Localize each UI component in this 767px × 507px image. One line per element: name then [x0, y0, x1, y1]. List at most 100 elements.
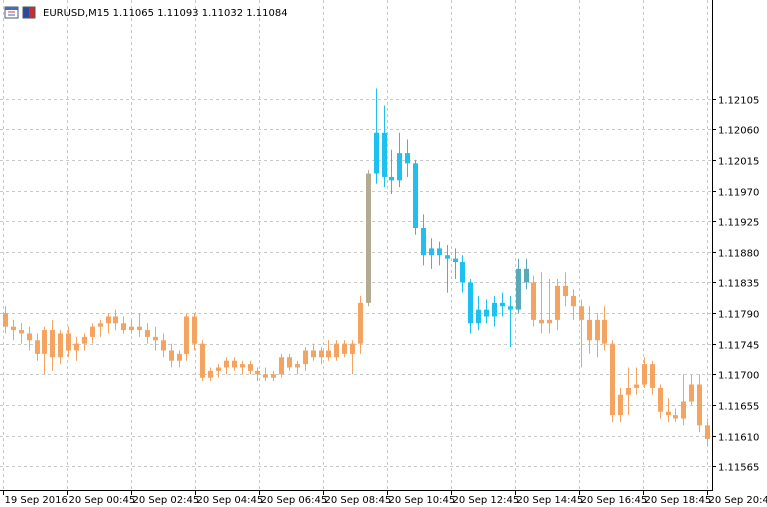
candle: [208, 367, 213, 382]
candle: [705, 418, 710, 446]
y-tick-label: 1.11835: [718, 279, 759, 290]
candle: [666, 398, 671, 422]
candle-body: [342, 343, 347, 354]
candle: [303, 347, 308, 371]
candle-body: [445, 255, 450, 259]
candle: [248, 360, 253, 375]
y-tick-label: 1.11655: [718, 402, 759, 413]
candle: [413, 159, 418, 235]
symbol-flag-icon: [22, 6, 36, 19]
candle: [192, 313, 197, 351]
candle-body: [689, 384, 694, 402]
candle-body: [476, 309, 481, 324]
x-tick-label: 19 Sep 2016: [5, 495, 68, 506]
candle-body: [145, 330, 150, 337]
candle: [460, 255, 465, 293]
candle: [468, 279, 473, 334]
candle-body: [531, 282, 536, 320]
candle: [177, 350, 182, 368]
candle: [200, 340, 205, 382]
y-tick-label: 1.11970: [718, 188, 759, 199]
x-tick-label: 20 Sep 20:45: [709, 495, 767, 506]
candle-body: [169, 350, 174, 361]
candle: [650, 360, 655, 395]
y-tick-label: 1.12015: [718, 157, 759, 168]
candle-body: [311, 350, 316, 358]
candle: [19, 323, 24, 344]
x-tick-label: 20 Sep 18:45: [645, 495, 712, 506]
price-scale[interactable]: 1.12105 1.12060 1.12015 1.11970 1.11925 1.118…: [712, 96, 759, 474]
candle: [287, 353, 292, 371]
candle: [626, 367, 631, 416]
candle-body: [437, 248, 442, 256]
candle: [579, 299, 584, 368]
candle-body: [500, 302, 505, 307]
candle-body: [642, 364, 647, 385]
candle: [137, 313, 142, 337]
candle-body: [113, 316, 118, 324]
candle-body: [666, 411, 671, 416]
candle: [169, 343, 174, 368]
candle-body: [563, 285, 568, 297]
y-tick-label: 1.12105: [718, 96, 759, 107]
candle-body: [492, 302, 497, 317]
candle-body: [658, 387, 663, 412]
candle: [326, 340, 331, 361]
candle: [279, 353, 284, 378]
candle-body: [516, 268, 521, 310]
candle-body: [484, 309, 489, 317]
candle-body: [382, 132, 387, 177]
candle: [350, 340, 355, 375]
candle-body: [42, 330, 47, 354]
x-tick-label: 20 Sep 04:45: [197, 495, 264, 506]
candle: [697, 374, 702, 433]
y-tick-label: 1.11610: [718, 433, 759, 444]
candle-body: [673, 415, 678, 419]
candle-body: [397, 153, 402, 181]
chart-window-icon[interactable]: [4, 6, 19, 19]
y-tick-label: 1.11700: [718, 371, 759, 382]
candle: [74, 336, 79, 361]
candle: [618, 387, 623, 422]
candle: [66, 326, 71, 358]
candle: [42, 326, 47, 375]
y-tick-label: 1.12060: [718, 126, 759, 137]
candle: [295, 360, 300, 375]
candle-body: [453, 258, 458, 263]
y-tick-label: 1.11925: [718, 218, 759, 229]
candle-body: [224, 360, 229, 368]
candle: [216, 364, 221, 378]
candle: [673, 408, 678, 422]
candle-body: [153, 336, 158, 341]
candle: [500, 292, 505, 317]
candle-body: [350, 343, 355, 354]
candle: [610, 340, 615, 422]
candle-body: [413, 163, 418, 228]
candle: [571, 289, 576, 320]
candle: [240, 360, 245, 375]
candle-body: [50, 330, 55, 358]
candle-body: [571, 296, 576, 307]
candle-body: [19, 330, 24, 334]
candle-body: [200, 343, 205, 378]
candle: [437, 241, 442, 266]
candle-body: [681, 401, 686, 419]
candle: [145, 323, 150, 344]
candle: [429, 238, 434, 269]
candle-body: [184, 316, 189, 354]
candle-body: [161, 340, 166, 351]
candle-body: [579, 306, 584, 320]
candle-layer: [3, 88, 710, 446]
x-tick-label: 20 Sep 16:45: [581, 495, 648, 506]
y-tick-label: 1.11745: [718, 341, 759, 352]
candle-body: [587, 319, 592, 341]
candle: [224, 357, 229, 375]
candle-body: [460, 262, 465, 283]
candle-body: [389, 176, 394, 181]
candle-body: [35, 340, 40, 354]
chart-header: EURUSD,M15 1.11065 1.11093 1.11032 1.110…: [4, 6, 288, 19]
y-tick-label: 1.11790: [718, 310, 759, 321]
